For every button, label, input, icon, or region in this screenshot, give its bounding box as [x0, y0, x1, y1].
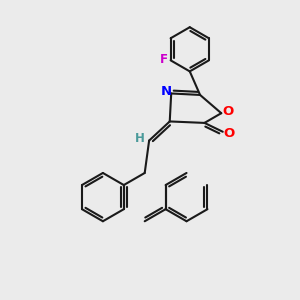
Text: O: O	[222, 105, 233, 118]
Text: O: O	[224, 127, 235, 140]
Text: H: H	[135, 132, 145, 145]
Text: F: F	[160, 53, 168, 66]
Text: N: N	[160, 85, 172, 98]
